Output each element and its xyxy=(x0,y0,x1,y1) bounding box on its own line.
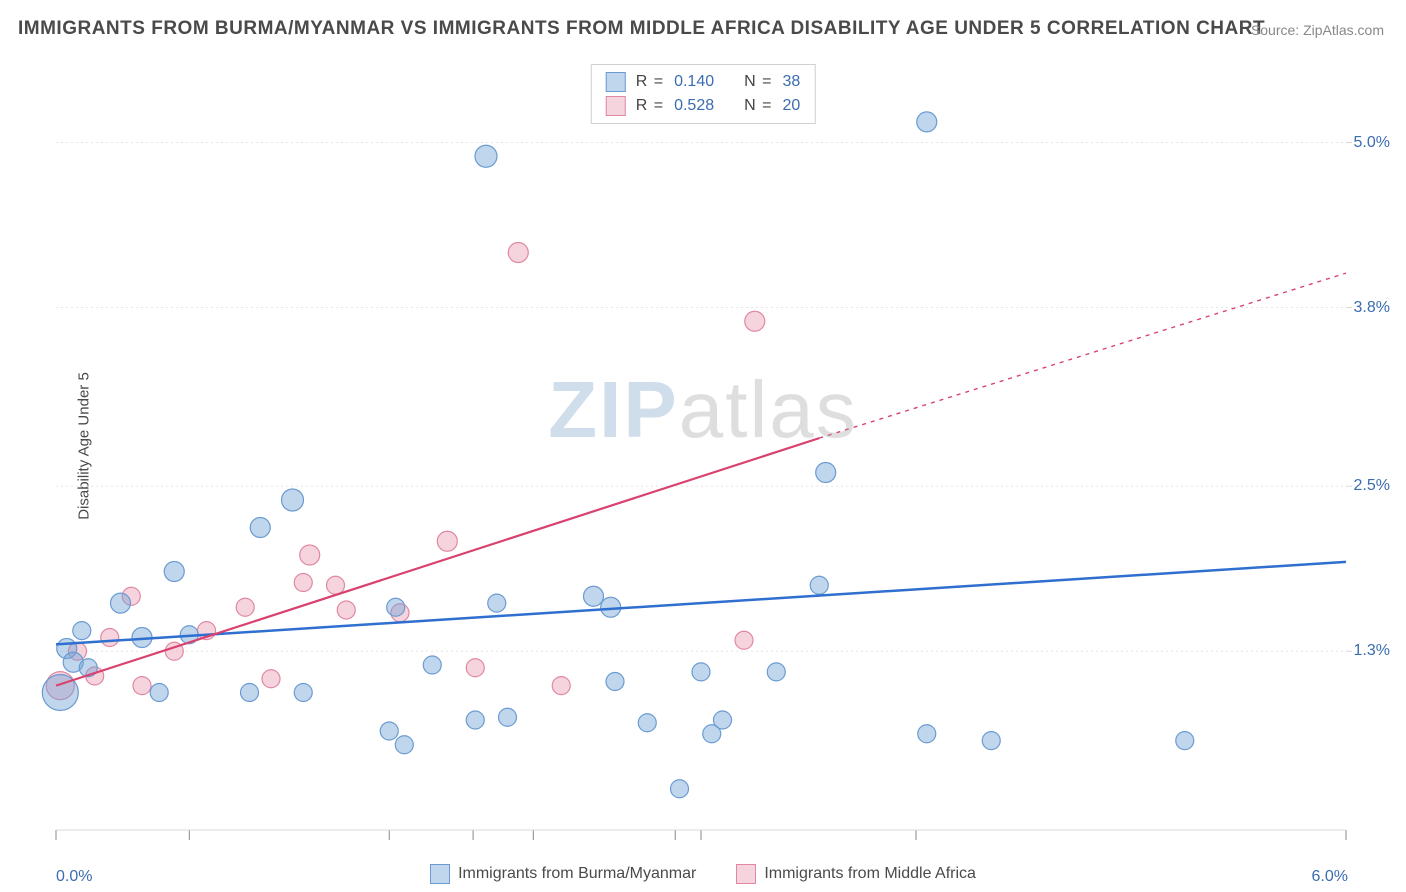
r-value-middle-africa: 0.528 xyxy=(674,97,714,115)
y-tick-label: 3.8% xyxy=(1354,299,1390,317)
series-legend: Immigrants from Burma/Myanmar Immigrants… xyxy=(0,864,1406,884)
r-label: R = xyxy=(636,97,664,115)
scatter-chart xyxy=(0,0,1406,892)
legend-label-middle-africa: Immigrants from Middle Africa xyxy=(764,865,976,883)
correlation-legend: R = 0.140 N = 38 R = 0.528 N = 20 xyxy=(591,64,816,124)
y-tick-label: 2.5% xyxy=(1354,477,1390,495)
swatch-burma-icon xyxy=(430,864,450,884)
n-label: N = xyxy=(744,97,772,115)
legend-label-burma: Immigrants from Burma/Myanmar xyxy=(458,865,696,883)
swatch-burma xyxy=(606,72,626,92)
legend-item-middle-africa: Immigrants from Middle Africa xyxy=(736,864,976,884)
swatch-middle-africa-icon xyxy=(736,864,756,884)
legend-row-middle-africa: R = 0.528 N = 20 xyxy=(606,94,801,118)
legend-row-burma: R = 0.140 N = 38 xyxy=(606,70,801,94)
legend-item-burma: Immigrants from Burma/Myanmar xyxy=(430,864,696,884)
n-value-middle-africa: 20 xyxy=(782,97,800,115)
r-value-burma: 0.140 xyxy=(674,73,714,91)
swatch-middle-africa xyxy=(606,96,626,116)
r-label: R = xyxy=(636,73,664,91)
n-label: N = xyxy=(744,73,772,91)
y-tick-label: 5.0% xyxy=(1354,134,1390,152)
n-value-burma: 38 xyxy=(782,73,800,91)
y-tick-label: 1.3% xyxy=(1354,642,1390,660)
